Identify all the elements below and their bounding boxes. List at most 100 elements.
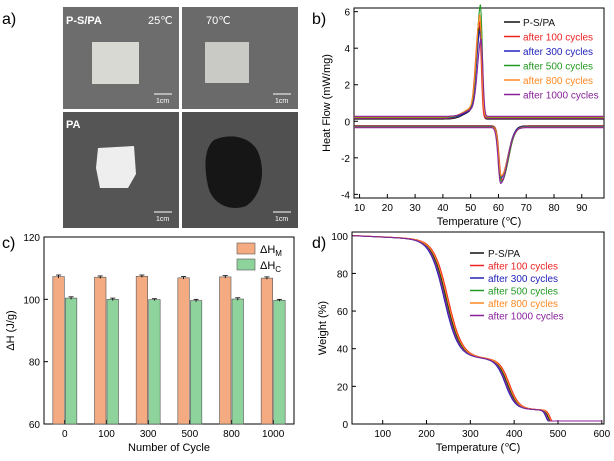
panel-a-label: a) [2,11,16,28]
heating-curve-2 [354,30,604,119]
x-tick-label: 90 [576,203,588,214]
legend-swatch [236,242,256,255]
x-tick-label: 400 [506,429,523,440]
photo-temp-label: 25℃ [148,15,173,27]
panel-c: c) 60 80 100 120 Number of Cycle ΔH (J/g) 0 100… [2,233,295,454]
tga-curve-1 [352,234,602,422]
x-tick-label: 200 [418,429,435,440]
scale-bar-label: 1cm [156,216,169,223]
cooling-curve-1 [354,125,604,181]
legend-entry: after 500 cycles [523,62,593,73]
tga-curve-4 [352,235,602,422]
heating-curve-0 [354,25,604,120]
legend-entry: after 100 cycles [523,33,593,44]
scale-bar-label: 1cm [275,98,288,105]
photo-pspa-25c: P-S/PA 25℃ 1cm [63,7,179,109]
scale-bar-label: 1cm [275,216,288,223]
legend: ΔHM ΔHC [236,242,282,274]
y-axis-label: Weight (%) [317,301,329,355]
bar-M-0 [52,276,65,425]
y-tick-label: 100 [23,295,40,306]
cooling-curve-2 [354,126,604,179]
bar-C-300 [148,299,161,425]
y-tick-label: 120 [23,233,40,244]
y-tick-label: 80 [337,269,349,280]
x-tick-label: 10 [354,203,366,214]
x-tick-label: 70 [521,203,533,214]
tga-curve-3 [352,235,602,422]
bar-M-100 [94,276,107,425]
panel-b-label: b) [312,11,326,28]
enthalpy-bar-chart: 60 80 100 120 Number of Cycle ΔH (J/g) 0 100 300… [5,233,295,454]
y-tick-label: 4 [344,44,350,55]
photo-pa-70c: 1cm [182,112,298,228]
y-axis-label: ΔH (J/g) [5,310,17,350]
y-axis-label: Heat Flow (mW/mg) [321,54,333,152]
x-tick-label: 80 [548,203,560,214]
cooling-curve-3 [354,126,604,183]
bar-M-300 [135,275,148,425]
photo-pspa-70c: 70℃ 1cm [182,7,298,109]
panel-b: b) 10 20 30 40 50 60 70 80 90 -4 -2 0 2 4 6 Temperature… [312,4,605,228]
photo-pa-25c: PA 1cm [63,112,179,228]
bar-C-0 [65,297,78,425]
panel-d-label: d) [312,235,326,252]
bar-M-1000 [260,277,273,425]
y-tick-label: 60 [337,307,349,318]
y-tick-label: 6 [344,8,350,19]
y-tick-label: 2 [344,81,350,92]
melted-sample [205,136,262,208]
x-tick-label: 500 [550,429,567,440]
bar-C-1000 [273,299,286,425]
panel-c-label: c) [2,235,15,252]
bar-M-800 [219,276,232,425]
plot-frame [353,7,605,199]
y-tick-label: 20 [337,382,349,393]
tga-curve-2 [352,235,602,422]
bar-C-100 [106,299,119,425]
dsc-chart: 10 20 30 40 50 60 70 80 90 -4 -2 0 2 4 6 Temperature (℃… [321,4,605,228]
x-tick-label: 1000 [262,429,285,440]
x-tick-label: 50 [465,203,477,214]
legend-entry: after 800 cycles [488,299,558,310]
x-tick-label: 600 [593,429,610,440]
cooling-curve-4 [354,126,604,177]
photo-sample-label: P-S/PA [66,15,102,27]
x-tick-label: 0 [62,429,68,440]
x-axis-label: Temperature (℃) [436,442,521,454]
x-tick-label: 60 [493,203,505,214]
x-tick-label: 500 [181,429,198,440]
plot-frame [43,236,295,425]
x-tick-label: 30 [410,203,422,214]
bar-M-500 [177,277,190,425]
bar-C-800 [231,298,244,425]
x-tick-label: 300 [140,429,157,440]
legend-entry: after 100 cycles [488,262,558,273]
sample-piece [92,42,139,84]
legend-entry: after 1000 cycles [488,312,564,323]
legend-entry: ΔHC [260,260,281,274]
cooling-curve-0 [354,125,604,177]
photo-temp-label: 70℃ [206,15,231,27]
cooling-curve-5 [354,127,604,184]
y-tick-label: 80 [29,358,41,369]
x-tick-label: 800 [223,429,240,440]
x-axis-label: Temperature (℃) [437,216,522,228]
legend-entry: after 500 cycles [488,287,558,298]
y-tick-label: 0 [342,420,348,431]
x-tick-label: 100 [374,429,391,440]
legend-swatch [236,258,256,271]
x-tick-label: 20 [382,203,394,214]
y-tick-label: -2 [341,154,350,165]
photo-sample-label: PA [66,119,81,131]
heating-curve-5 [354,38,604,117]
x-axis-label: Number of Cycle [128,442,210,454]
panel-d: d) 100 200 300 400 500 600 0 20 40 60 80 100 Tempera… [312,231,611,454]
x-tick-label: 300 [462,429,479,440]
plot-frame [351,231,605,425]
y-tick-label: 0 [344,117,350,128]
legend-entry: after 800 cycles [523,76,593,87]
